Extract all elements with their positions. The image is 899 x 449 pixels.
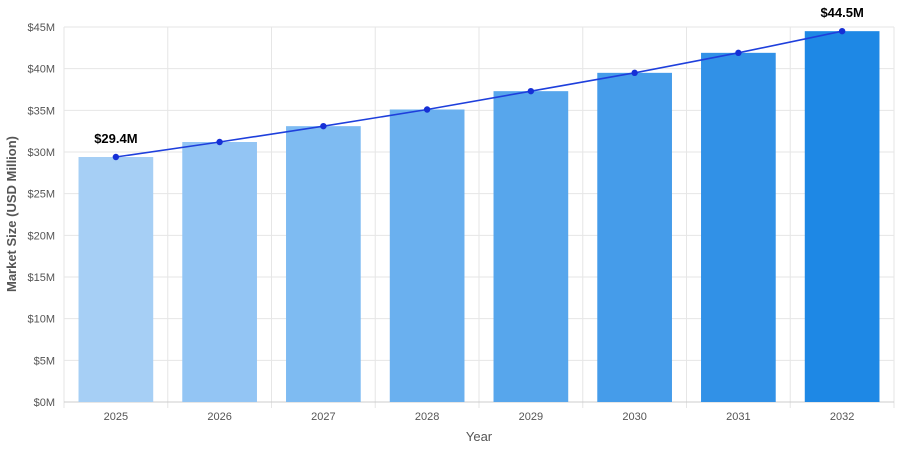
trend-point-2027 bbox=[320, 122, 327, 130]
bars bbox=[78, 31, 880, 403]
y-tick-label: $40M bbox=[27, 64, 55, 76]
x-tick-label: 2027 bbox=[311, 411, 335, 423]
y-tick-label: $0M bbox=[34, 397, 55, 409]
trend-point-2030 bbox=[631, 69, 638, 77]
trend-line bbox=[115, 30, 843, 158]
x-tick-label: 2026 bbox=[207, 411, 231, 423]
trend-point-2025 bbox=[112, 153, 120, 161]
y-tick-label: $45M bbox=[27, 22, 55, 34]
x-tick-label: 2028 bbox=[415, 411, 439, 423]
trend-point-2032 bbox=[838, 27, 846, 35]
y-tick-label: $30M bbox=[27, 147, 55, 159]
trend-point-2029 bbox=[527, 87, 535, 95]
data-label-2025: $29.4M bbox=[94, 131, 137, 146]
data-labels: $29.4M $44.5M bbox=[94, 5, 864, 146]
x-axis-title: Year bbox=[466, 429, 493, 444]
y-axis-title: Market Size (USD Million) bbox=[4, 136, 19, 292]
bar-2029 bbox=[493, 91, 569, 403]
bar-2028 bbox=[389, 109, 465, 402]
bar-2027 bbox=[286, 126, 361, 403]
bar-2030 bbox=[597, 72, 672, 402]
trend-point-2031 bbox=[735, 49, 742, 57]
trend-point-2026 bbox=[216, 138, 223, 146]
trend-line-group bbox=[112, 27, 846, 161]
y-tick-label: $15M bbox=[27, 272, 55, 284]
data-label-2032: $44.5M bbox=[820, 5, 863, 20]
x-tick-label: 2032 bbox=[830, 411, 854, 423]
y-tick-label: $35M bbox=[27, 105, 55, 117]
bar-2031 bbox=[701, 52, 776, 402]
y-tick-label: $25M bbox=[27, 189, 55, 201]
x-tick-label: 2025 bbox=[104, 411, 128, 423]
x-tick-label: 2030 bbox=[622, 411, 646, 423]
bar-2026 bbox=[182, 142, 257, 402]
bar-2032 bbox=[804, 31, 880, 403]
y-tick-label: $10M bbox=[27, 314, 55, 326]
x-tick-label: 2031 bbox=[726, 411, 750, 423]
bar-2025 bbox=[78, 157, 154, 402]
y-tick-label: $20M bbox=[27, 230, 55, 242]
trend-point-2028 bbox=[423, 106, 431, 113]
y-tick-label: $5M bbox=[34, 355, 55, 367]
x-tick-label: 2029 bbox=[519, 411, 543, 423]
